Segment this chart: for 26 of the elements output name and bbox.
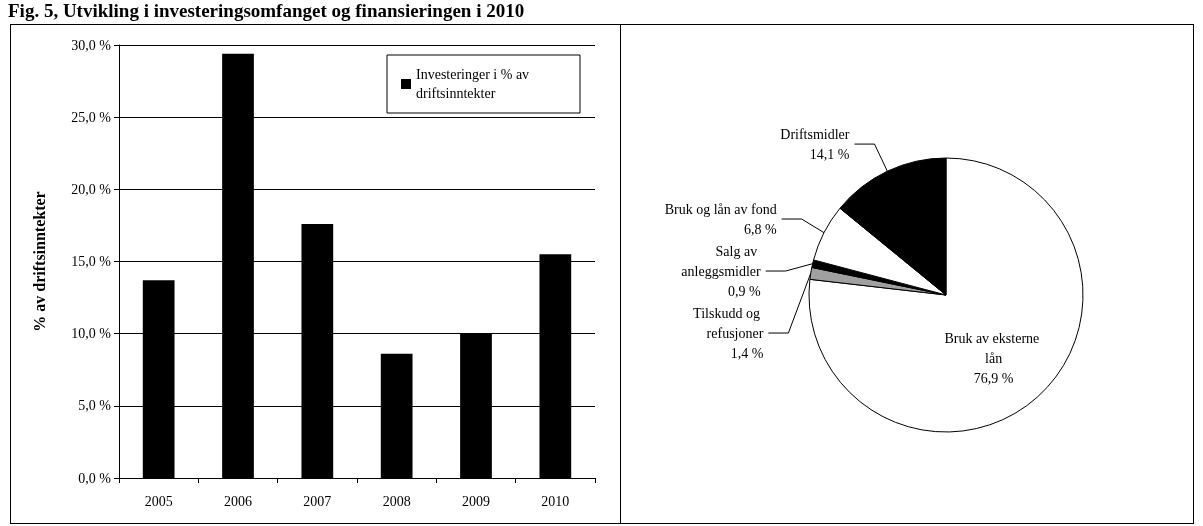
data-label: 1,4 % — [730, 345, 764, 361]
x-tick-label: 2005 — [144, 493, 173, 509]
slice-label: Bruk og lån av fond — [664, 201, 777, 217]
slice-label: Bruk av eksterne lån — [944, 330, 1043, 366]
y-tick-label: 10,0 % — [71, 326, 112, 342]
data-label: 0,9 % — [728, 283, 761, 299]
x-tick-label: 2008 — [382, 493, 411, 509]
data-label: 14,1 % — [809, 146, 850, 162]
y-tick-label: 0,0 % — [78, 470, 112, 486]
y-tick-label: 5,0 % — [78, 398, 112, 414]
slice-label: Salg av anleggsmidler — [681, 243, 762, 279]
slice-label: Tilskudd og refusjoner — [693, 305, 764, 341]
y-tick-label: 30,0 % — [71, 37, 112, 53]
slice-label: Driftsmidler — [780, 126, 850, 142]
x-tick-label: 2009 — [462, 493, 490, 509]
data-label: 76,9 % — [973, 370, 1014, 386]
x-tick-label: 2010 — [541, 493, 570, 509]
x-tick-label: 2007 — [303, 493, 332, 509]
y-tick-label: 25,0 % — [71, 109, 112, 125]
y-axis-title: % av driftsinntekter — [30, 191, 48, 332]
y-tick-label: 20,0 % — [71, 181, 112, 197]
x-tick-label: 2006 — [224, 493, 252, 509]
legend-label: Investeringer i % av driftsinntekter — [416, 67, 533, 101]
y-tick-label: 15,0 % — [71, 254, 112, 269]
data-label: 6,8 % — [743, 221, 777, 237]
chart-title: Fig. 5, Utvikling i investeringsomfanget og finansieringen i 2010 — [8, 0, 525, 22]
